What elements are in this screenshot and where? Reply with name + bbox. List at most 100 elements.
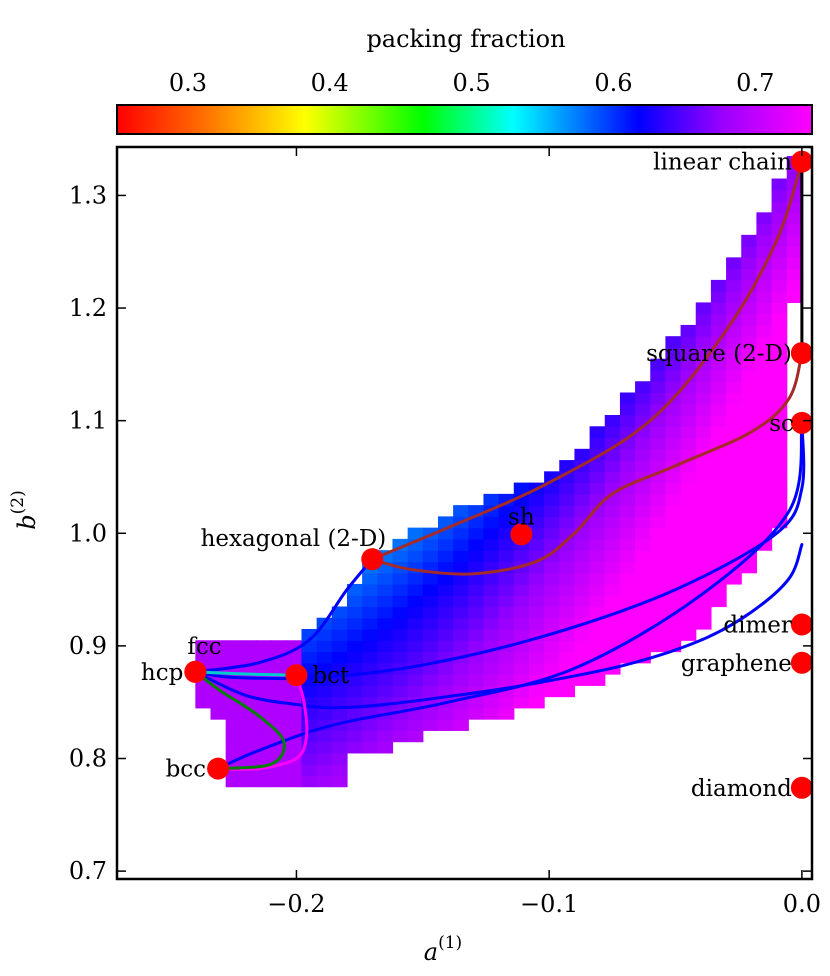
point-label: bcc <box>166 757 207 783</box>
heatmap-cell <box>483 662 500 675</box>
heatmap-cell <box>498 538 515 551</box>
heatmap-cell <box>635 538 651 551</box>
heatmap-cell <box>695 415 712 427</box>
heatmap-cell <box>437 617 454 630</box>
heatmap-cell <box>468 628 485 641</box>
heatmap-cell <box>544 583 560 596</box>
heatmap-cell <box>453 550 469 563</box>
heatmap-cell <box>786 268 803 281</box>
heatmap-cell <box>392 640 409 653</box>
heatmap-cell <box>695 595 712 608</box>
point-sc <box>790 411 813 434</box>
heatmap-cell <box>271 775 287 788</box>
heatmap-cell <box>771 178 788 191</box>
heatmap-cell <box>665 336 682 349</box>
heatmap-cell <box>362 707 378 720</box>
heatmap-cell <box>650 381 667 394</box>
heatmap-cell <box>513 516 530 529</box>
heatmap-cell <box>771 381 788 394</box>
heatmap-cell <box>301 719 318 731</box>
heatmap-cell <box>710 279 727 292</box>
heatmap-cell <box>453 640 469 653</box>
heatmap-cell <box>483 606 500 619</box>
heatmap-cell <box>589 572 606 585</box>
heatmap-cell <box>786 223 803 236</box>
heatmap-cell <box>756 234 773 247</box>
heatmap-cell <box>528 538 545 551</box>
heatmap-cell <box>650 448 667 461</box>
heatmap-cell <box>544 685 560 698</box>
heatmap-cell <box>650 628 667 641</box>
heatmap-cell <box>498 696 515 709</box>
heatmap-cell <box>331 651 348 664</box>
heatmap-cell <box>256 662 272 675</box>
heatmap-cell <box>574 640 591 653</box>
heatmap-cell <box>695 572 712 585</box>
heatmap-cell <box>422 685 439 698</box>
heatmap-cell <box>680 572 697 585</box>
heatmap-cell <box>528 572 545 585</box>
heatmap-cell <box>574 662 591 675</box>
heatmap-cell <box>513 606 530 619</box>
heatmap-cell <box>680 415 697 427</box>
heatmap-cell <box>331 685 348 698</box>
heatmap-cell <box>544 471 560 484</box>
point-label: sc <box>769 411 794 437</box>
heatmap-cell <box>316 696 333 709</box>
heatmap-cell <box>665 527 682 540</box>
heatmap-cell <box>271 764 287 776</box>
heatmap-cell <box>741 538 757 551</box>
heatmap-cell <box>756 482 773 495</box>
heatmap-cell <box>604 460 621 472</box>
heatmap-cell <box>771 437 788 450</box>
heatmap-cell <box>695 392 712 405</box>
heatmap-cell <box>544 527 560 540</box>
heatmap-cell <box>544 505 560 517</box>
heatmap-cell <box>665 628 682 641</box>
heatmap-cell <box>695 336 712 349</box>
heatmap-cell <box>331 730 348 743</box>
heatmap-cell <box>422 561 439 574</box>
heatmap-cell <box>680 358 697 371</box>
heatmap-cell <box>726 482 742 495</box>
heatmap-cell <box>453 583 469 596</box>
heatmap-cell <box>589 674 606 686</box>
heatmap-cell <box>710 527 727 540</box>
heatmap-cell <box>559 460 576 472</box>
heatmap-cell <box>604 595 621 608</box>
heatmap-cell <box>483 527 500 540</box>
heatmap-cell <box>665 482 682 495</box>
heatmap-cell <box>756 358 773 371</box>
heatmap-cell <box>256 775 272 788</box>
point-label: bct <box>312 663 350 689</box>
heatmap-cell <box>574 482 591 495</box>
point-linear-chain <box>790 150 813 173</box>
heatmap-cell <box>635 493 651 506</box>
heatmap-cell <box>665 617 682 630</box>
heatmap-cell <box>377 662 394 675</box>
points-layer: linear chain square (2-D) sc sh hexagonal (2… <box>141 150 813 802</box>
heatmap-cell <box>619 628 636 641</box>
heatmap-cell <box>741 279 757 292</box>
heatmap-cell <box>240 752 257 765</box>
heatmap-cell <box>362 640 378 653</box>
heatmap-cell <box>680 347 697 360</box>
heatmap-cell <box>392 606 409 619</box>
heatmap-cell <box>453 685 469 698</box>
heatmap-cell <box>316 651 333 664</box>
heatmap-cell <box>559 606 576 619</box>
heatmap-cell <box>589 550 606 563</box>
heatmap-cell <box>635 617 651 630</box>
heatmap-cell <box>650 583 667 596</box>
heatmap-cell <box>377 606 394 619</box>
heatmap-cell <box>544 606 560 619</box>
heatmap-cell <box>453 674 469 686</box>
heatmap-cell <box>362 628 378 641</box>
heatmap-cell <box>756 369 773 382</box>
heatmap-cell <box>741 336 757 349</box>
heatmap-cell <box>392 674 409 686</box>
heatmap-cell <box>225 674 242 686</box>
heatmap-cell <box>756 471 773 484</box>
heatmap-cell <box>650 516 667 529</box>
